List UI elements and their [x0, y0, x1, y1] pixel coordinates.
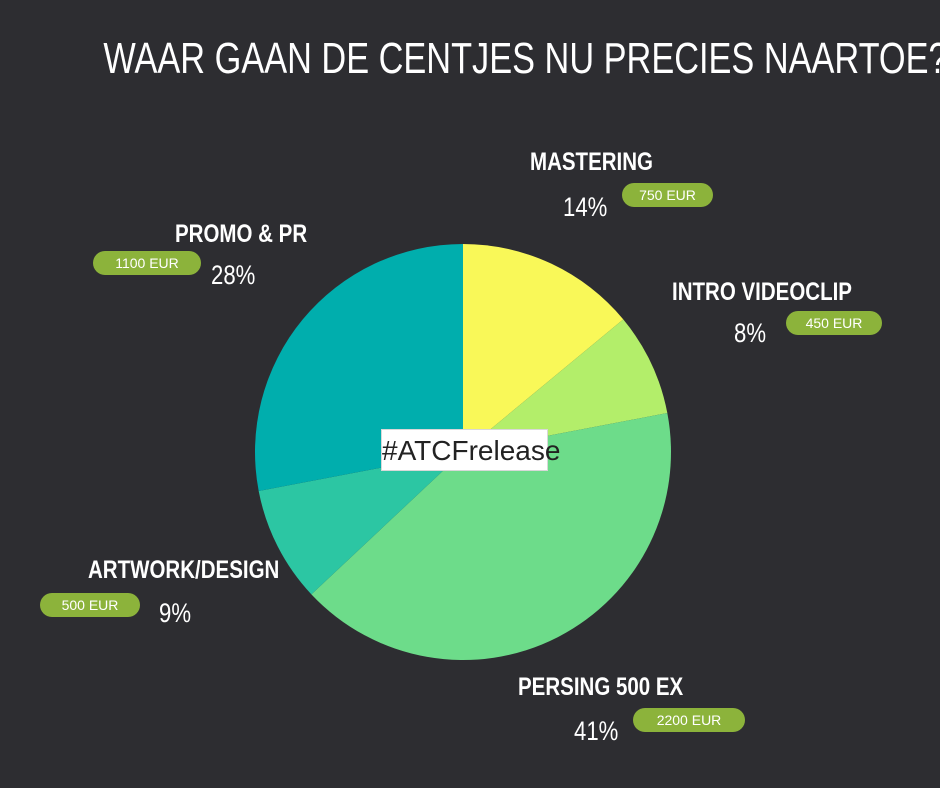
slice-amount-artwork-design: 500 EUR: [40, 593, 140, 617]
slice-percent-intro-videoclip: 8%: [734, 318, 767, 348]
slice-percent-persing: 41%: [574, 716, 619, 746]
slice-amount-intro-videoclip: 450 EUR: [786, 311, 882, 335]
chart-title: WAAR GAAN DE CENTJES NU PRECIES NAARTOE?: [103, 34, 940, 83]
hashtag-label: #ATCFrelease: [381, 429, 560, 471]
pie-slice-persing: [311, 413, 671, 660]
slice-percent-artwork-design: 9%: [159, 598, 192, 628]
pie-slice-artwork-design: [258, 452, 463, 595]
slice-label-promo-pr: PROMO & PR: [175, 220, 308, 248]
slice-percent-mastering: 14%: [563, 192, 608, 222]
pie-slice-mastering: [463, 244, 624, 452]
slice-percent-promo-pr: 28%: [211, 260, 256, 290]
slice-label-mastering: MASTERING: [530, 148, 653, 176]
slice-amount-mastering: 750 EUR: [622, 183, 713, 207]
slice-amount-persing: 2200 EUR: [633, 708, 745, 732]
slice-amount-promo-pr: 1100 EUR: [93, 251, 201, 275]
slice-label-persing: PERSING 500 EX: [518, 673, 684, 701]
slice-label-intro-videoclip: INTRO VIDEOCLIP: [672, 278, 852, 306]
pie-slice-intro-videoclip: [463, 319, 668, 452]
slice-label-artwork-design: ARTWORK/DESIGN: [88, 556, 280, 584]
